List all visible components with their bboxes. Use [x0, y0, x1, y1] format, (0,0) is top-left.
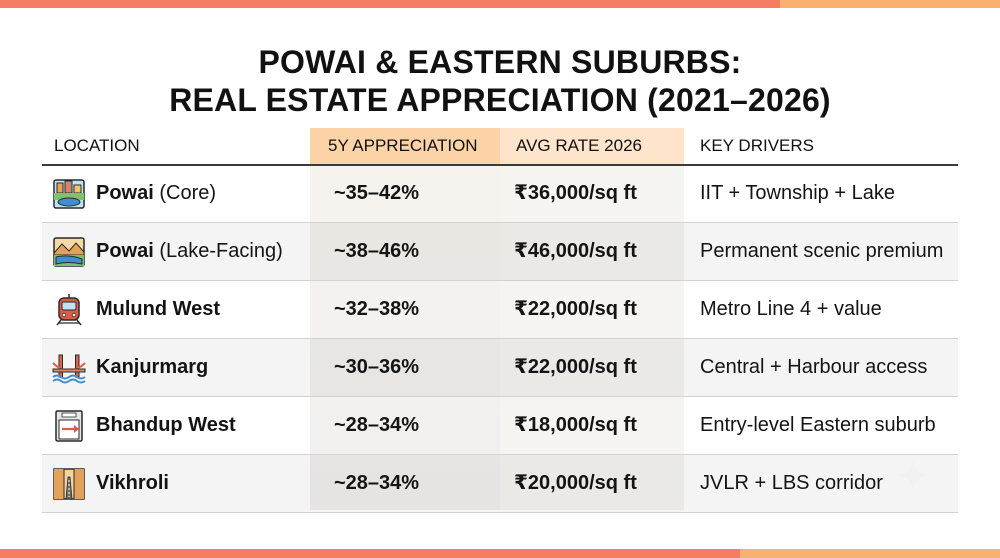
appreciation-cell: ~28–34% — [334, 414, 420, 436]
appreciation-cell: ~32–38% — [334, 298, 420, 320]
table-row: Bhandup West ~28–34% ₹18,000/sq ft Entry… — [42, 397, 958, 455]
location-cell: Kanjurmarg — [96, 339, 208, 396]
page-title: POWAI & EASTERN SUBURBS: REAL ESTATE APP… — [0, 43, 1000, 119]
appreciation-cell: ~28–34% — [334, 472, 420, 494]
table-row: Kanjurmarg ~30–36% ₹22,000/sq ft Central… — [42, 339, 958, 397]
rate-cell: ₹36,000/sq ft — [514, 182, 637, 204]
location-suffix: (Lake-Facing) — [153, 240, 283, 262]
drivers-cell: IIT + Township + Lake — [700, 182, 895, 204]
rate-column-bg — [500, 128, 684, 510]
drivers-cell: JVLR + LBS corridor — [700, 472, 883, 494]
location-cell: Vikhroli — [96, 455, 169, 512]
rate-cell: ₹46,000/sq ft — [514, 240, 637, 262]
drivers-cell: Central + Harbour access — [700, 356, 928, 378]
title-line-1: POWAI & EASTERN SUBURBS: — [258, 44, 742, 80]
location-cell: Bhandup West — [96, 397, 236, 454]
location-name: Powai — [96, 182, 154, 204]
bottom-accent-bar — [0, 549, 1000, 558]
rate-cell: ₹22,000/sq ft — [514, 298, 637, 320]
table-row: Vikhroli ~28–34% ₹20,000/sq ft JVLR + LB… — [42, 455, 958, 513]
location-suffix: (Core) — [153, 182, 217, 204]
appreciation-header-bg — [310, 128, 500, 164]
lake-landscape-icon — [53, 237, 85, 267]
sparkle-icon — [898, 460, 928, 490]
title-line-2: REAL ESTATE APPRECIATION (2021–2026) — [169, 82, 831, 118]
header-appreciation: 5Y APPRECIATION — [328, 136, 478, 155]
drivers-cell: Metro Line 4 + value — [700, 298, 882, 320]
header-location: LOCATION — [54, 136, 140, 155]
location-name: Vikhroli — [96, 472, 169, 494]
header-rate: AVG RATE 2026 — [516, 136, 642, 155]
appreciation-column-bg — [310, 128, 500, 510]
rate-cell: ₹20,000/sq ft — [514, 472, 637, 494]
location-name: Powai — [96, 240, 154, 262]
location-cell: Powai (Core) — [96, 165, 216, 222]
drivers-cell: Permanent scenic premium — [700, 240, 944, 262]
township-lake-icon — [53, 179, 85, 209]
appreciation-cell: ~30–36% — [334, 356, 420, 378]
rate-header-bg — [500, 128, 684, 164]
location-cell: Mulund West — [96, 281, 220, 338]
location-name: Mulund West — [96, 298, 221, 320]
rate-cell: ₹22,000/sq ft — [514, 356, 637, 378]
header-drivers: KEY DRIVERS — [700, 136, 815, 155]
rate-cell: ₹18,000/sq ft — [514, 414, 637, 436]
metro-train-icon — [56, 294, 82, 326]
drivers-cell: Entry-level Eastern suburb — [700, 414, 936, 436]
bridge-icon — [52, 354, 86, 384]
location-name: Bhandup West — [96, 414, 236, 436]
top-accent-bar — [0, 0, 1000, 8]
entry-door-icon — [55, 410, 83, 442]
highway-corridor-icon — [53, 468, 85, 500]
appreciation-cell: ~35–42% — [334, 182, 420, 204]
table-row: Mulund West ~32–38% ₹22,000/sq ft Metro … — [42, 281, 958, 339]
location-cell: Powai (Lake-Facing) — [96, 223, 283, 280]
table-header-row: LOCATION 5Y APPRECIATION AVG RATE 2026 K… — [42, 128, 958, 166]
table-row: Powai (Core) ~35–42% ₹36,000/sq ft IIT +… — [42, 165, 958, 223]
appreciation-cell: ~38–46% — [334, 240, 420, 262]
table-row: Powai (Lake-Facing) ~38–46% ₹46,000/sq f… — [42, 223, 958, 281]
location-name: Kanjurmarg — [96, 356, 209, 378]
